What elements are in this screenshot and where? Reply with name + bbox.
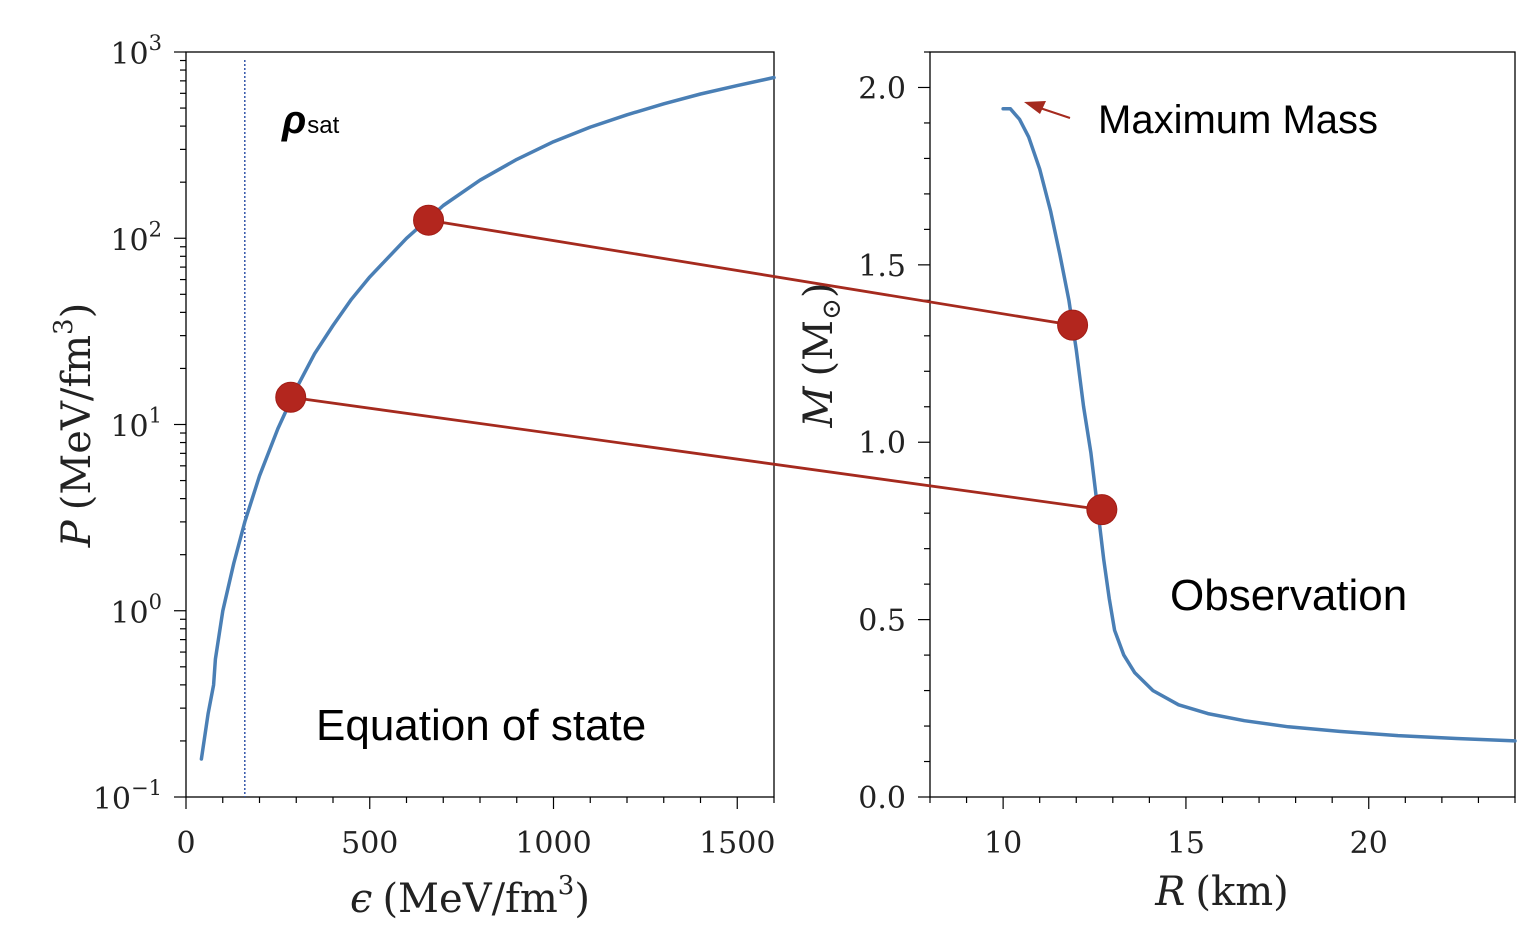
connectors: [290, 218, 1103, 512]
eos-y-tick-label: 10−1: [93, 776, 162, 817]
equation-of-state-label: Equation of state: [316, 701, 646, 750]
mass-radius-ticks: 10 15 20 0.0 0.5 1.0 1.5 2.0: [858, 51, 1516, 861]
maximum-mass-label: Maximum Mass: [1098, 98, 1378, 142]
eos-x-axis-label: ϵ (MeV/fm3): [350, 871, 590, 922]
eos-y-tick-exp: 3: [149, 31, 162, 55]
eos-to-observation-connector: [428, 218, 1073, 327]
eos-y-axis-label: P (MeV/fm3): [49, 303, 100, 548]
eos-y-tick-exp: −1: [131, 776, 162, 800]
pressure-symbol: P: [54, 519, 100, 548]
eos-y-tick-base: 10: [110, 596, 148, 631]
eos-y-unit-exp: 3: [49, 318, 79, 335]
mr-y-axis-label: M(M⊙): [796, 283, 847, 429]
mr-x-axis-label: R (km): [1154, 869, 1289, 915]
max-mass-arrow-shaft: [1039, 107, 1071, 119]
eos-y-tick-label: 103: [110, 31, 162, 72]
eos-y-tick-exp: 2: [149, 217, 162, 241]
eos-x-tick-label: 500: [341, 826, 398, 861]
eos-highlight-point: [275, 381, 307, 413]
eos-x-unit-close: ): [574, 876, 590, 922]
eos-x-tick-label: 0: [176, 826, 195, 861]
eos-y-tick-label: 101: [110, 404, 162, 445]
eos-to-observation-connector: [290, 395, 1103, 512]
mr-x-tick-label: 10: [984, 826, 1022, 861]
mr-x-tick-label: 20: [1350, 826, 1388, 861]
eos-y-tick-base: 10: [93, 782, 131, 817]
radius-symbol: R: [1154, 869, 1185, 915]
epsilon-symbol: ϵ: [350, 876, 372, 922]
rho-symbol: ρ: [281, 98, 306, 142]
mass-symbol: M: [796, 385, 842, 428]
eos-x-unit-exp: 3: [558, 871, 575, 901]
observation-label: Observation: [1170, 571, 1407, 620]
mr-y-tick-label: 0.0: [858, 781, 906, 816]
max-mass-arrow-head: [1024, 101, 1046, 114]
eos-y-unit-close: ): [54, 303, 100, 319]
eos-y-tick-label: 102: [110, 217, 162, 258]
max-mass-arrow: [1024, 101, 1071, 119]
mr-y-tick-label: 1.5: [858, 249, 906, 284]
mass-radius-plot-frame: [929, 51, 1516, 798]
eos-y-tick-exp: 1: [149, 404, 162, 428]
mr-y-tick-label: 0.5: [858, 604, 906, 639]
eos-x-tick-label: 1000: [515, 826, 591, 861]
mass-radius-panel: 10 15 20 0.0 0.5 1.0 1.5 2.0 Maximum Mass Obser…: [796, 51, 1517, 915]
eos-x-unit: (MeV/fm: [382, 876, 557, 922]
mass-radius-highlight-point: [1086, 494, 1118, 526]
mass-radius-curve: [1001, 107, 1517, 743]
mass-radius-highlight-point: [1057, 309, 1089, 341]
mr-x-tick-label: 15: [1167, 826, 1205, 861]
mr-y-unit: (M: [796, 320, 842, 377]
eos-y-tick-base: 10: [110, 223, 148, 258]
mr-x-unit: (km): [1195, 869, 1288, 915]
mr-y-unit-sub: ⊙: [817, 298, 847, 320]
eos-highlight-point: [413, 204, 445, 236]
eos-x-tick-label: 1500: [699, 826, 775, 861]
eos-curve: [199, 75, 776, 761]
saturation-density-label: ρsat: [281, 98, 340, 142]
eos-y-tick-base: 10: [110, 410, 148, 445]
mr-y-tick-label: 2.0: [858, 71, 906, 106]
eos-y-tick-base: 10: [110, 37, 148, 72]
eos-y-tick-label: 100: [110, 590, 162, 631]
eos-y-tick-exp: 0: [149, 590, 162, 614]
highlight-markers: [275, 204, 1118, 526]
rho-subscript: sat: [307, 112, 339, 139]
mr-y-tick-label: 1.0: [858, 426, 906, 461]
eos-y-unit: (MeV/fm: [54, 335, 100, 510]
